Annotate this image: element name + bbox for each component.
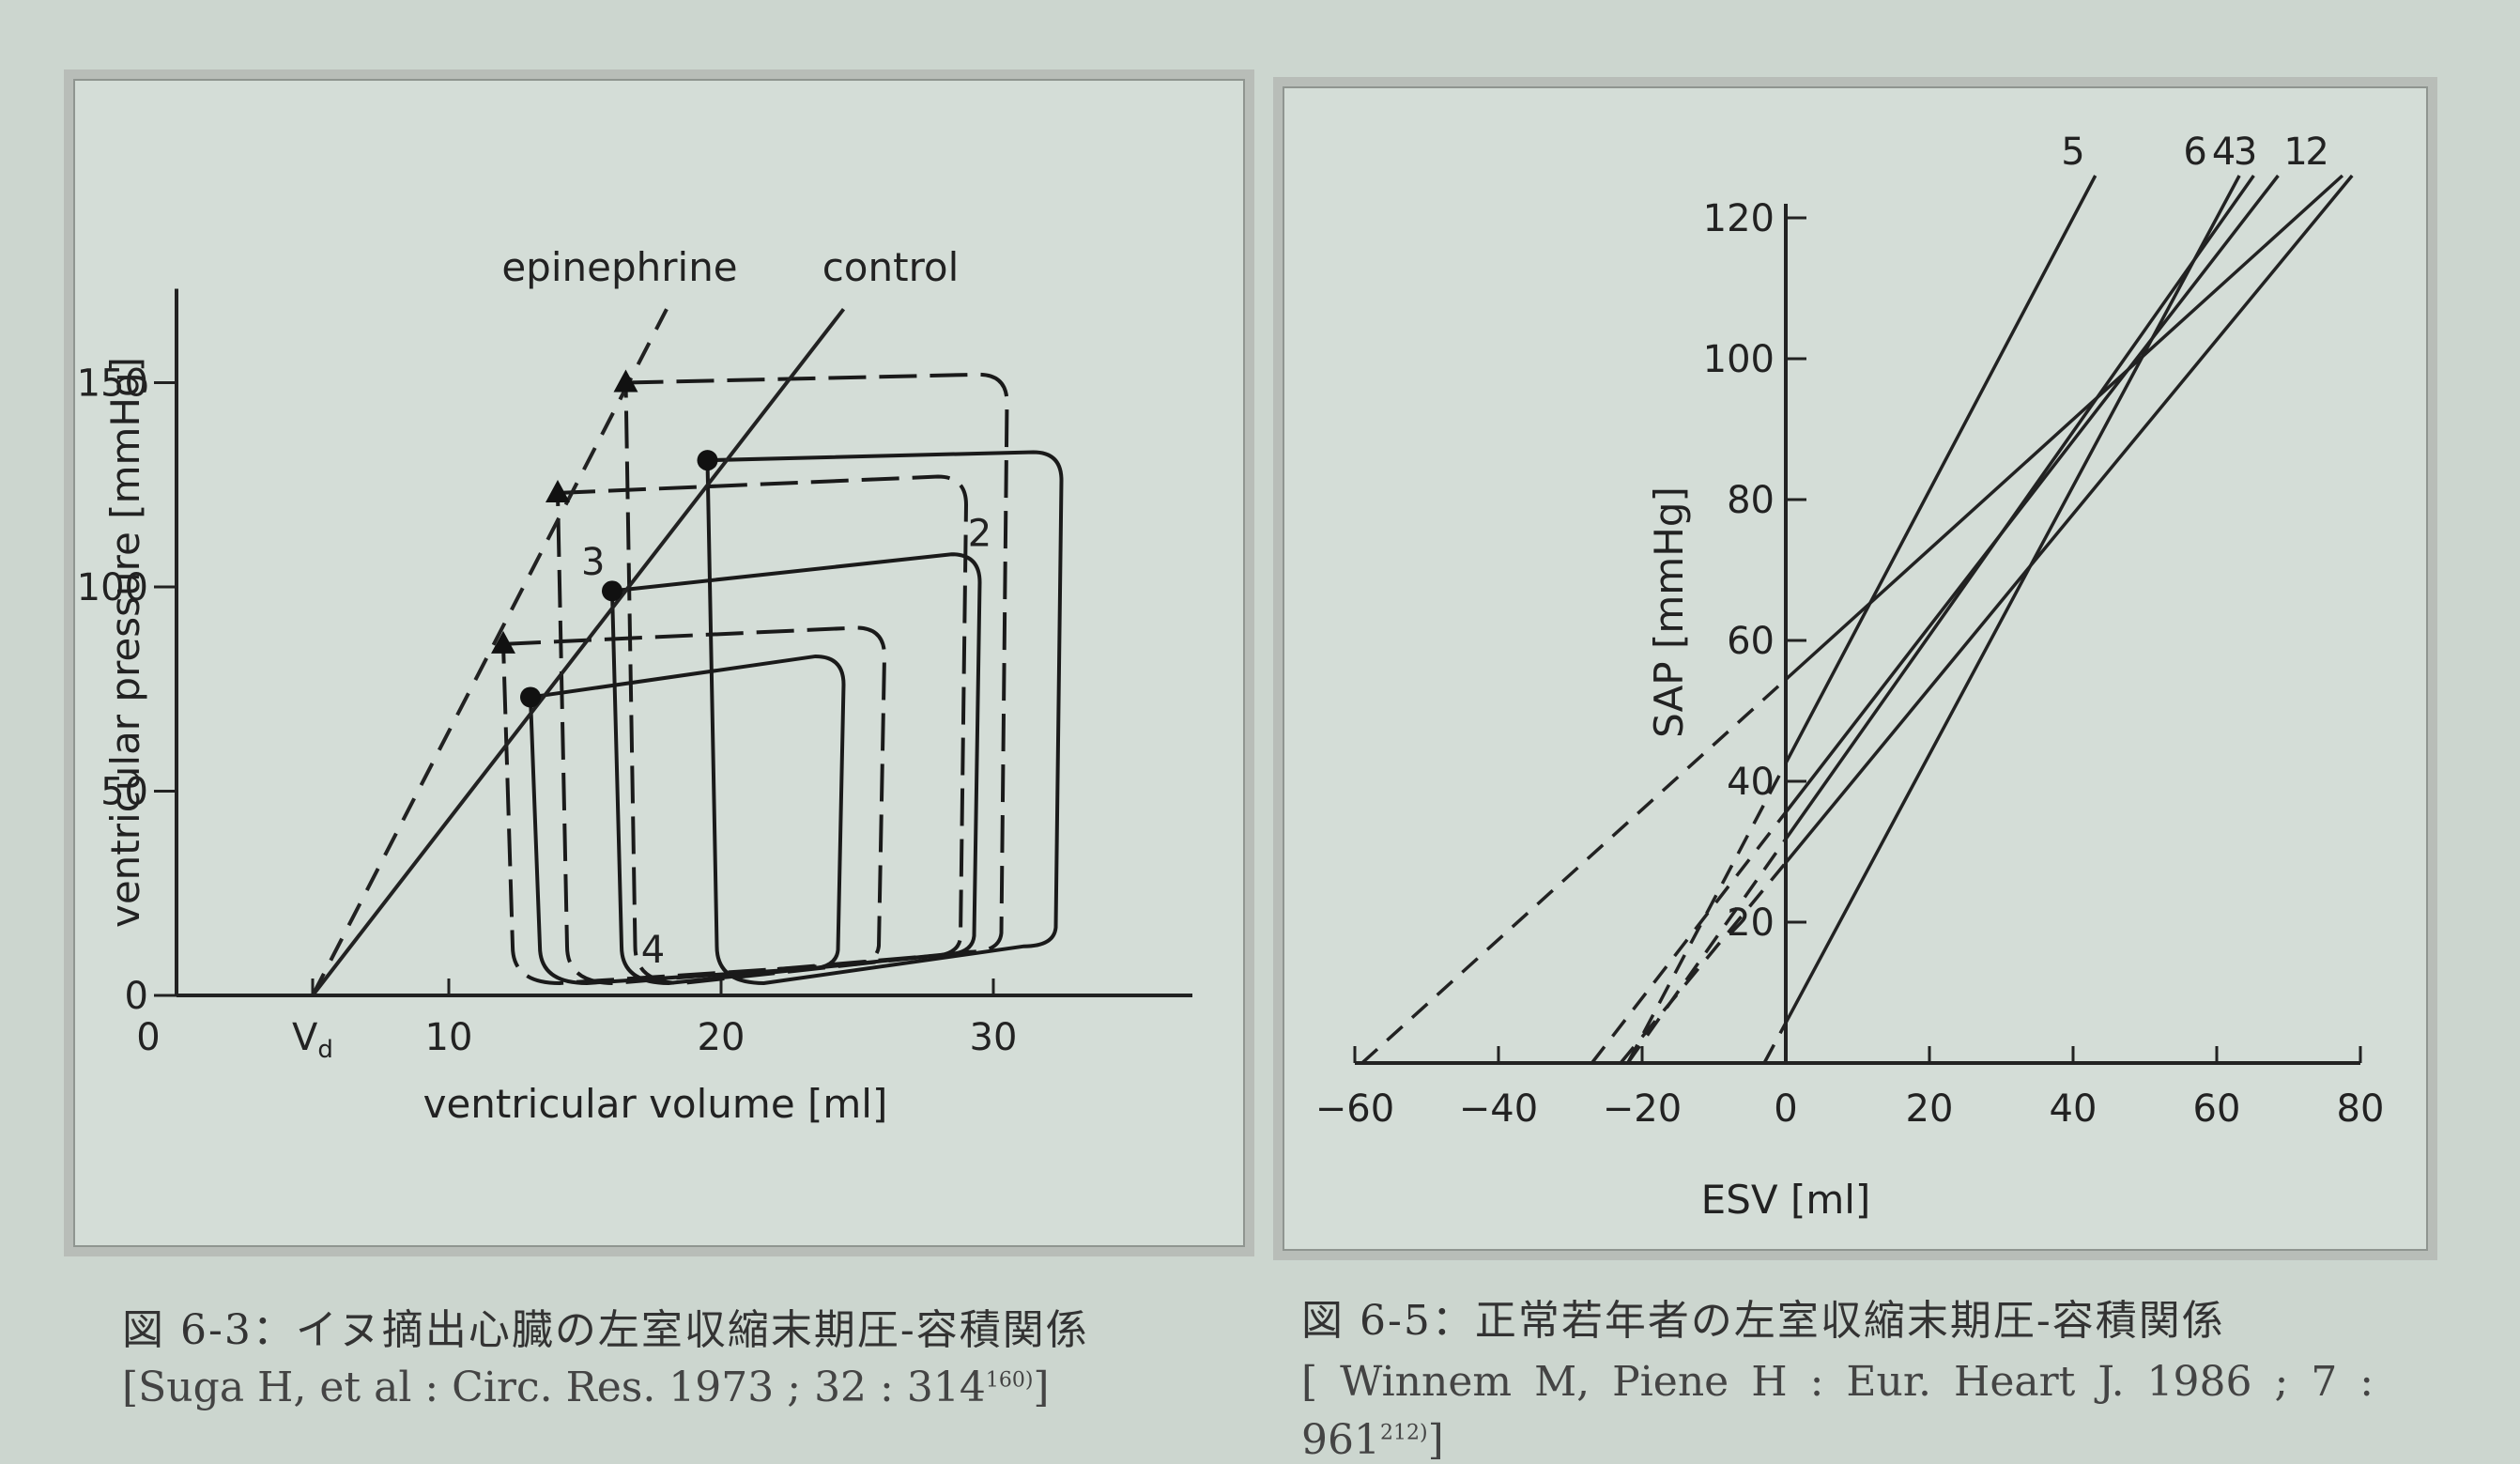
control-line-label: control	[822, 244, 960, 290]
x-tick-label-vd: Vd	[292, 1016, 333, 1064]
sap-line-1-extrapolated	[1360, 678, 1788, 1065]
series-label-3: 3	[2234, 131, 2257, 174]
right-ref2-sup: 212)	[1379, 1421, 1428, 1445]
x-tick-label: −60	[1315, 1087, 1394, 1131]
sap-text: −60 −40 −20 0 20 40 60 80 20 40 60 80 100 120 ESV [ml]…	[1315, 131, 2385, 1223]
control-point	[520, 686, 541, 708]
y-tick-label: 100	[1703, 338, 1775, 381]
series-label-5: 5	[2061, 131, 2084, 174]
sap-line-3-extrapolated	[1590, 810, 1788, 1065]
right-ref2-text: 961	[1301, 1416, 1380, 1464]
epinephrine-point	[545, 479, 570, 502]
control-point	[602, 580, 622, 602]
x-tick-label: −40	[1459, 1087, 1538, 1131]
pv-loops	[500, 372, 1064, 985]
left-ref-text: [Suga H, et al : Circ. Res. 1973 ; 32 : …	[122, 1364, 986, 1411]
x-tick-label: 80	[2337, 1087, 2385, 1131]
epinephrine-point	[491, 630, 515, 654]
sap-axes	[1353, 204, 2362, 1065]
y-tick-label: 50	[100, 771, 148, 814]
right-caption-reference: [ Winnem M, Piene H : Eur. Heart J. 1986…	[1301, 1358, 2374, 1406]
x-tick-label-vd-sub: d	[317, 1036, 333, 1064]
y-tick-label: 40	[1727, 761, 1775, 804]
sap-line-2	[1784, 174, 2354, 864]
chart-panel-pv-loops: 0 Vd 10 20 30 0 50 100 150 ventricular volume [ml…	[64, 69, 1254, 1256]
sap-lines	[1360, 174, 2354, 1065]
y-tick-label: 0	[125, 975, 148, 1018]
x-tick-label: 30	[970, 1016, 1018, 1059]
end-systolic-points	[491, 369, 718, 708]
y-tick-label: 80	[1727, 479, 1775, 522]
y-tick-label: 20	[1727, 902, 1775, 945]
pv-axes	[154, 288, 1192, 997]
right-ref2-end: ]	[1427, 1416, 1444, 1464]
sap-line-1	[1784, 174, 2344, 681]
sap-esv-chart: −60 −40 −20 0 20 40 60 80 20 40 60 80 100 120 ESV [ml]…	[1315, 131, 2385, 1223]
pv-text: 0 Vd 10 20 30 0 50 100 150 ventricular volume [ml…	[77, 244, 1018, 1127]
esp-lines	[311, 307, 846, 997]
sap-line-2-extrapolated	[1619, 861, 1788, 1065]
x-tick-label: 40	[2050, 1087, 2097, 1131]
x-axis-label: ESV [ml]	[1701, 1177, 1871, 1223]
series-label-4: 4	[2212, 131, 2236, 174]
loop-label-4: 4	[641, 929, 665, 972]
epinephrine-line-label: epinephrine	[501, 244, 737, 290]
left-ref-end: ]	[1033, 1364, 1050, 1411]
left-caption-reference: [Suga H, et al : Circ. Res. 1973 ; 32 : …	[122, 1364, 1050, 1411]
series-label-1: 1	[2283, 131, 2307, 174]
x-tick-label: 0	[1774, 1087, 1797, 1131]
epinephrine-line	[311, 308, 668, 996]
series-label-6: 6	[2183, 131, 2206, 174]
epinephrine-point	[613, 369, 638, 393]
x-tick-label: 60	[2193, 1087, 2241, 1131]
sap-line-3	[1784, 174, 2280, 814]
epinephrine-loop-high	[623, 372, 1009, 985]
series-label-2: 2	[2305, 131, 2328, 174]
epinephrine-loop-low	[500, 625, 887, 985]
right-caption-title: 図 6-5：正常若年者の左室収縮末期圧-容積関係	[1301, 1297, 2225, 1345]
control-point	[697, 450, 718, 471]
left-ref-sup: 160)	[985, 1368, 1034, 1393]
sap-line-5	[1784, 175, 2097, 764]
x-tick-label: 10	[425, 1016, 473, 1059]
loop-label-2: 2	[968, 513, 991, 556]
control-loop-high	[705, 450, 1064, 985]
loop-label-3: 3	[581, 541, 605, 584]
right-caption-reference-2: 961212)]	[1301, 1416, 1444, 1464]
y-axis-label: SAP [mmHg]	[1646, 486, 1692, 738]
sap-line-6	[1784, 175, 2241, 1024]
y-tick-label: 150	[77, 362, 148, 406]
y-tick-label: 100	[77, 566, 148, 609]
control-loop-low	[528, 654, 846, 985]
x-axis-label: ventricular volume [ml]	[423, 1081, 888, 1127]
sap-line-6-extrapolated	[1762, 1022, 1788, 1064]
control-loop-mid	[609, 552, 982, 985]
x-tick-label: −20	[1603, 1087, 1682, 1131]
y-axis-label: ventricular pressure [mmHg]	[102, 357, 148, 928]
x-tick-label: 20	[698, 1016, 745, 1059]
y-tick-label: 60	[1727, 620, 1775, 663]
chart-panel-sap-esv: −60 −40 −20 0 20 40 60 80 20 40 60 80 100 120 ESV [ml]…	[1273, 77, 2437, 1260]
left-caption-title: 図 6-3：イヌ摘出心臓の左室収縮末期圧-容積関係	[122, 1306, 1089, 1354]
x-tick-label: 0	[136, 1016, 160, 1059]
y-tick-label: 120	[1703, 197, 1775, 240]
sap-line-4-extrapolated	[1626, 838, 1788, 1065]
x-tick-label: 20	[1906, 1087, 1954, 1131]
pv-loop-chart: 0 Vd 10 20 30 0 50 100 150 ventricular volume [ml…	[77, 244, 1192, 1127]
control-line	[311, 307, 846, 997]
